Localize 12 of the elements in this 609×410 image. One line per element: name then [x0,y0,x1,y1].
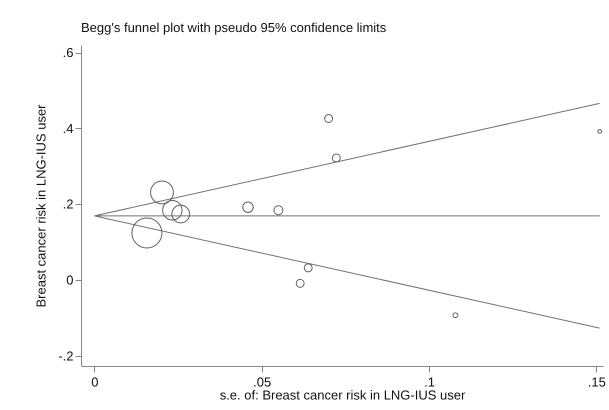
y-tick-label: -.2 [58,348,74,364]
x-tick-label: .05 [253,374,272,390]
x-tick-label: .1 [424,374,435,390]
chart-title: Begg's funnel plot with pseudo 95% confidence limits [81,20,387,35]
y-tick-label: .6 [62,45,74,60]
x-tick-label: 0 [91,374,98,390]
x-tick-label: .15 [588,374,606,390]
y-tick-label: .2 [62,196,74,212]
y-tick-label: .4 [62,120,74,136]
y-axis-title: Breast cancer risk in LNG-IUS user [33,104,48,308]
y-tick-label: 0 [66,272,74,288]
x-axis-title: s.e. of: Breast cancer risk in LNG-IUS user [220,388,466,402]
